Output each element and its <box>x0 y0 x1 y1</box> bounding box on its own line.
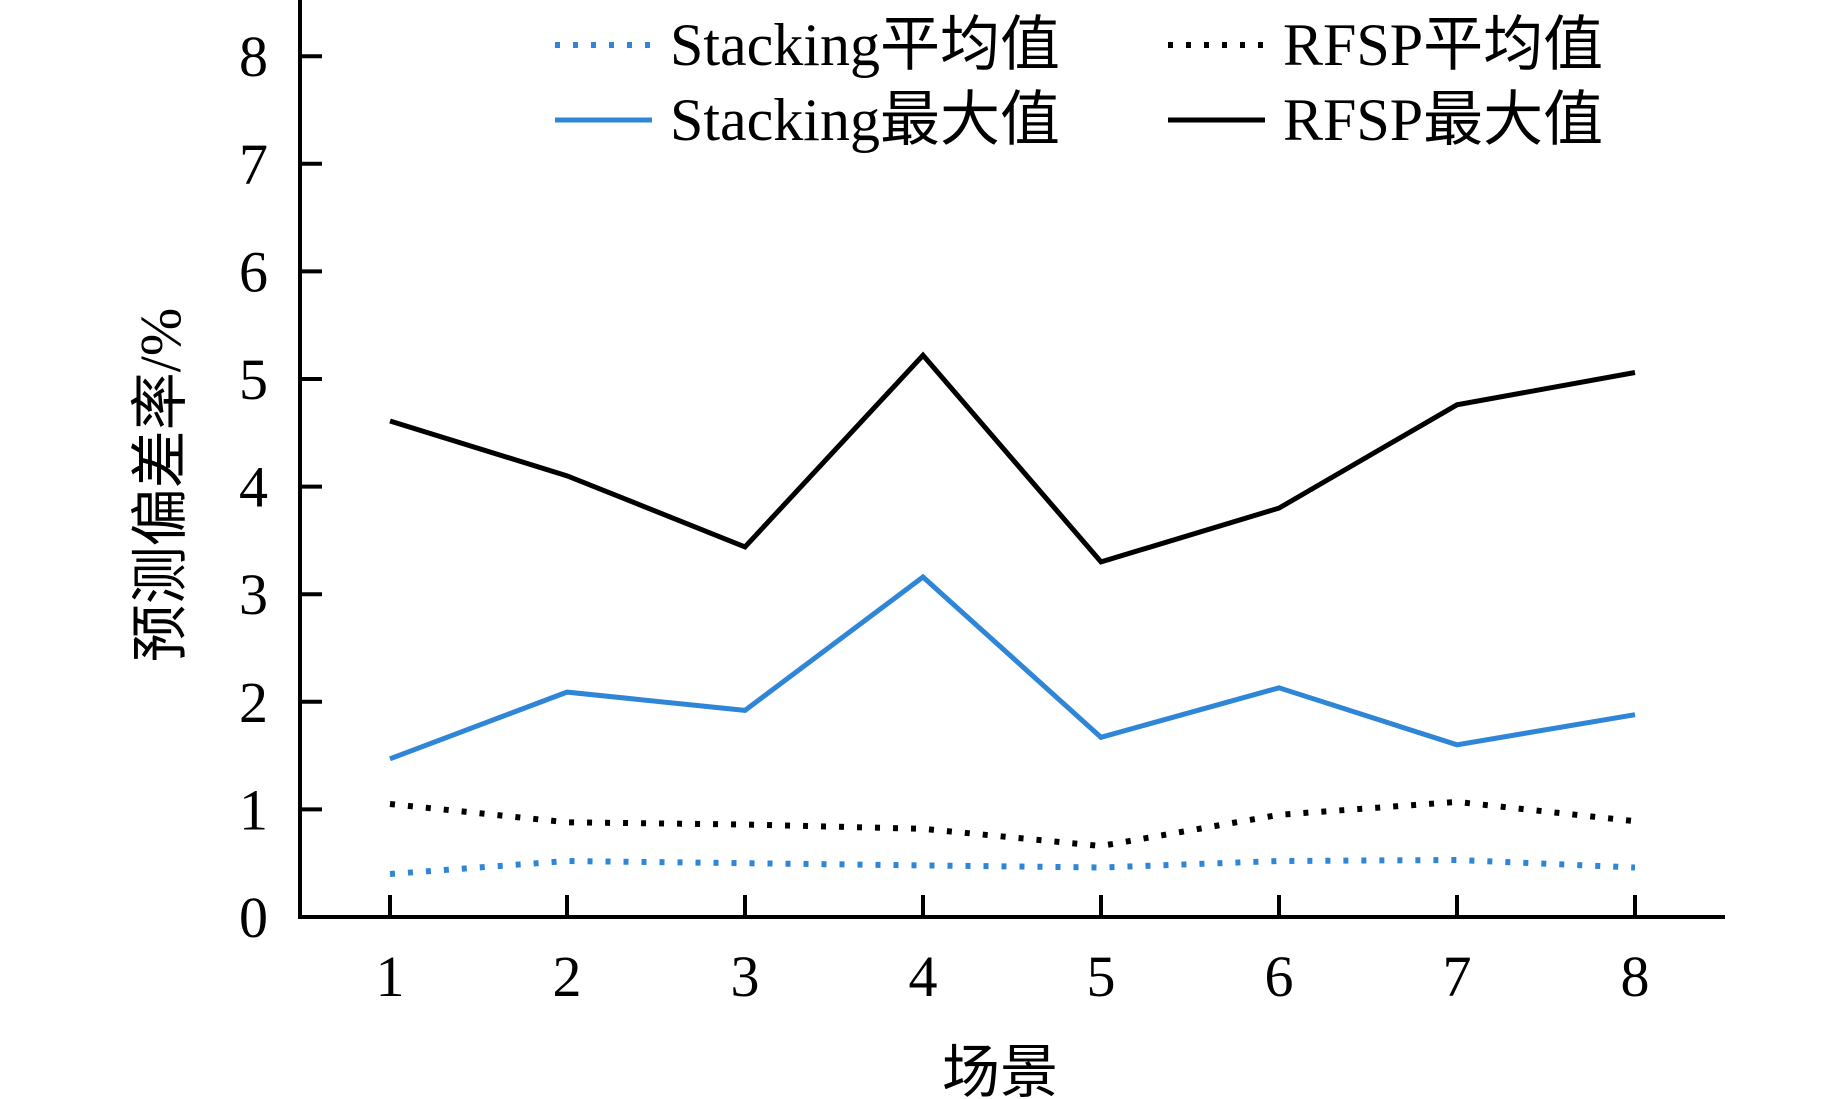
x-tick-label: 8 <box>1621 944 1650 1009</box>
y-tick-label: 5 <box>239 347 268 412</box>
y-tick-label: 7 <box>239 132 268 197</box>
y-tick-label: 3 <box>239 562 268 627</box>
series-line-4 <box>389 351 1636 565</box>
series-line-3 <box>389 573 1636 762</box>
y-tick-label: 1 <box>239 777 268 842</box>
legend-label-4: RFSP最大值 <box>1283 87 1603 153</box>
x-ticks: 1 2 3 4 5 6 7 8 <box>376 895 1650 1009</box>
y-ticks: 0 1 2 3 4 5 6 7 8 <box>239 24 322 950</box>
x-axis-title: 场景 <box>942 1040 1058 1099</box>
y-axis-title: 预测偏差率/% <box>128 308 193 662</box>
y-tick-label: 4 <box>239 455 268 520</box>
series-line-1 <box>389 856 1636 877</box>
series-line-2 <box>389 798 1636 850</box>
y-tick-label: 0 <box>239 885 268 950</box>
chart-legend: Stacking平均值 RFSP平均值 Stacking最大值 RFSP最大值 <box>555 12 1603 153</box>
x-tick-label: 3 <box>731 944 760 1009</box>
y-tick-label: 2 <box>239 670 268 735</box>
chart-axes <box>298 0 1725 919</box>
legend-label-3: Stacking最大值 <box>670 87 1060 153</box>
legend-label-2: RFSP平均值 <box>1283 12 1603 78</box>
x-tick-label: 5 <box>1087 944 1116 1009</box>
x-tick-label: 1 <box>376 944 405 1009</box>
y-tick-label: 8 <box>239 24 268 89</box>
legend-label-1: Stacking平均值 <box>670 12 1060 78</box>
x-tick-label: 7 <box>1443 944 1472 1009</box>
x-tick-label: 4 <box>909 944 938 1009</box>
x-tick-label: 2 <box>553 944 582 1009</box>
x-tick-label: 6 <box>1265 944 1294 1009</box>
series-layer <box>389 351 1636 877</box>
y-tick-label: 6 <box>239 239 268 304</box>
